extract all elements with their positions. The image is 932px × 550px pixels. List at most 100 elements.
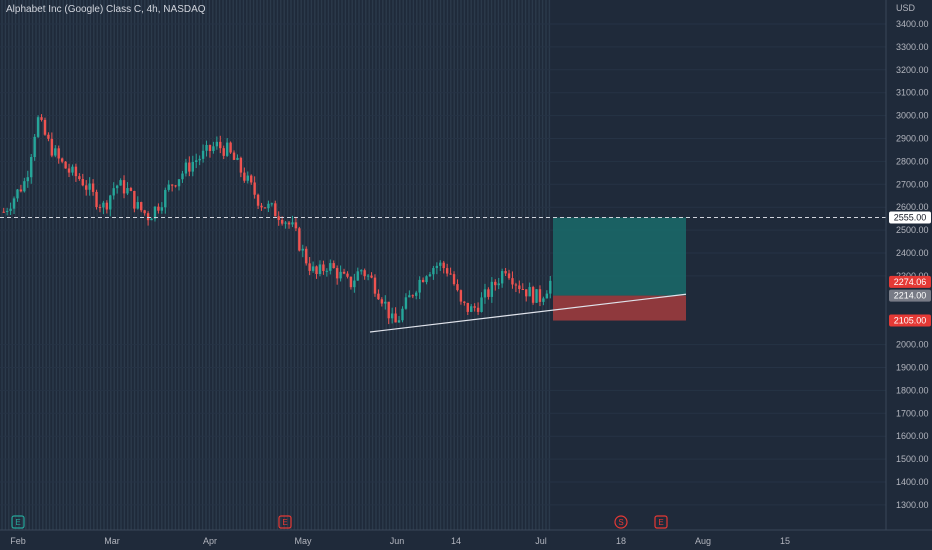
- candle-body: [253, 182, 256, 195]
- earnings-event-icon[interactable]: E: [654, 515, 668, 529]
- candle-body: [60, 158, 64, 162]
- candle-body: [267, 203, 270, 209]
- candle-body: [305, 248, 308, 264]
- split-event-icon[interactable]: S: [614, 515, 628, 529]
- candle-body: [174, 185, 177, 187]
- candle-body: [311, 266, 315, 271]
- candle-body: [250, 175, 253, 183]
- candle-body: [325, 270, 329, 272]
- price-tag-background: [889, 289, 931, 302]
- earnings-event-icon[interactable]: E: [278, 515, 292, 529]
- candle-body: [356, 271, 359, 281]
- candle-body: [452, 274, 456, 285]
- price-axis[interactable]: 3400.00 3300.00 3200.00 3100.00 3000.00 2900.…: [896, 19, 929, 510]
- profit-zone[interactable]: [553, 217, 686, 296]
- candle-body: [411, 295, 414, 297]
- candle-body: [160, 207, 164, 211]
- candle-body: [315, 266, 318, 275]
- candle-body: [129, 188, 133, 191]
- price-tick-label: 1800.00: [896, 385, 929, 395]
- candle-body: [181, 173, 184, 180]
- time-axis[interactable]: Feb Mar Apr May Jun 14 Jul 18 Aug 15: [10, 536, 790, 546]
- candle-body: [476, 307, 480, 312]
- candle-body: [40, 117, 43, 120]
- candle-body: [133, 190, 136, 209]
- candle-body: [531, 287, 535, 303]
- candle-body: [449, 273, 452, 275]
- candle-body: [143, 210, 146, 214]
- event-marker-shape: [654, 515, 668, 529]
- candle-body: [270, 203, 274, 205]
- price-tag-label: 2214.00: [894, 291, 927, 301]
- earnings-event-icon[interactable]: E: [11, 515, 25, 529]
- candle-body: [500, 271, 504, 284]
- candle-body: [490, 281, 494, 297]
- candle-body: [260, 205, 263, 208]
- candle-body: [126, 188, 129, 194]
- candle-body: [95, 191, 98, 208]
- candle-body: [397, 320, 401, 323]
- candle-body: [322, 264, 325, 271]
- candle-body: [229, 142, 232, 153]
- candle-body: [504, 271, 507, 274]
- candle-body: [50, 138, 54, 156]
- candle-body: [109, 195, 112, 210]
- candle-body: [219, 141, 222, 149]
- candle-body: [12, 198, 16, 209]
- time-tick-label: Jun: [390, 536, 405, 546]
- candle-body: [387, 301, 390, 319]
- candle-body: [153, 206, 157, 219]
- candle-body: [195, 160, 198, 162]
- candle-body: [363, 270, 366, 277]
- candle-body: [404, 297, 408, 309]
- candle-body: [102, 202, 105, 208]
- candle-body: [494, 281, 497, 286]
- price-tick-label: 3100.00: [896, 88, 929, 98]
- price-tick-label: 2500.00: [896, 225, 929, 235]
- candle-body: [432, 268, 435, 275]
- candle-body: [287, 222, 291, 225]
- candle-body: [521, 289, 524, 291]
- candle-body: [67, 168, 71, 173]
- candle-body: [418, 279, 421, 293]
- candle-body: [47, 134, 50, 139]
- candle-body: [157, 206, 160, 211]
- candle-body: [470, 306, 473, 312]
- candle-body: [346, 273, 349, 277]
- position-tool[interactable]: [553, 217, 686, 321]
- price-tick-label: 3300.00: [896, 42, 929, 52]
- candle-body: [212, 146, 215, 151]
- candle-body: [373, 277, 377, 294]
- candle-body: [277, 216, 280, 220]
- candle-body: [294, 222, 298, 229]
- candle-body: [236, 157, 239, 160]
- candle-body: [466, 302, 469, 312]
- trendline[interactable]: [369, 293, 687, 333]
- event-marker-shape: [614, 515, 628, 529]
- price-axis-background: [886, 0, 932, 530]
- candle-body: [360, 270, 363, 272]
- candle-body: [208, 145, 212, 151]
- candle-body: [425, 276, 428, 283]
- price-tag-label: 2555.00: [894, 213, 927, 223]
- currency-label: USD: [896, 3, 916, 13]
- price-tick-label: 1900.00: [896, 363, 929, 373]
- candle-body: [9, 208, 12, 211]
- price-tag-background: [889, 314, 931, 327]
- price-tick-label: 1600.00: [896, 431, 929, 441]
- candle-body: [435, 265, 439, 269]
- candle-body: [243, 172, 246, 181]
- price-tick-label: 2000.00: [896, 340, 929, 350]
- candle-body: [318, 264, 322, 275]
- candle-body: [280, 219, 284, 224]
- candle-body: [98, 207, 102, 209]
- candle-body: [463, 301, 466, 303]
- candles[interactable]: [2, 114, 552, 325]
- time-axis-background: [0, 530, 932, 550]
- time-tick-label: Apr: [203, 536, 217, 546]
- candle-body: [74, 166, 78, 177]
- candle-body: [54, 148, 57, 156]
- candle-body: [335, 268, 339, 279]
